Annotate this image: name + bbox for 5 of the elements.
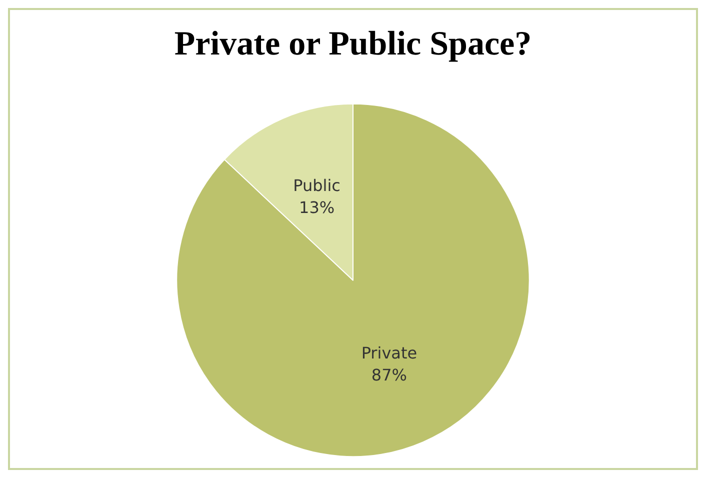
data-label: 13%: [299, 198, 335, 218]
slice-label: Public: [293, 176, 340, 196]
data-label: 87%: [371, 365, 407, 384]
slice-label: Private: [361, 343, 418, 362]
chart-title: Private or Public Space?: [174, 26, 532, 62]
